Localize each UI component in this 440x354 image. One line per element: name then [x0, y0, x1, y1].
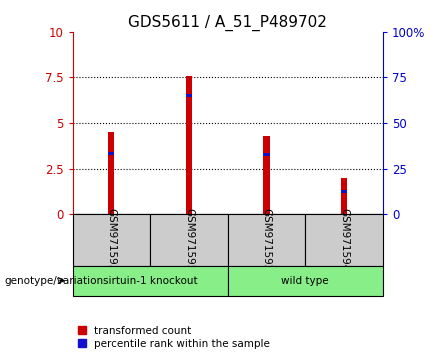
Bar: [150, 214, 228, 266]
Legend: transformed count, percentile rank within the sample: transformed count, percentile rank withi…: [78, 326, 270, 349]
Text: GSM971592: GSM971592: [261, 208, 271, 272]
Text: genotype/variation: genotype/variation: [4, 275, 103, 286]
Text: sirtuin-1 knockout: sirtuin-1 knockout: [103, 275, 198, 286]
Bar: [305, 214, 383, 266]
Bar: [264, 153, 270, 156]
Bar: [73, 214, 150, 266]
Bar: [186, 94, 192, 97]
Bar: [228, 266, 383, 296]
Bar: [108, 132, 114, 214]
Bar: [341, 190, 347, 193]
Bar: [228, 214, 305, 266]
Text: GSM971593: GSM971593: [106, 208, 116, 272]
Text: GSM971595: GSM971595: [184, 208, 194, 272]
Title: GDS5611 / A_51_P489702: GDS5611 / A_51_P489702: [128, 14, 327, 30]
Bar: [341, 178, 347, 214]
Bar: [73, 266, 228, 296]
Bar: [108, 152, 114, 155]
Bar: [264, 136, 270, 214]
Bar: [186, 76, 192, 214]
Text: GSM971594: GSM971594: [339, 208, 349, 272]
Text: wild type: wild type: [282, 275, 329, 286]
